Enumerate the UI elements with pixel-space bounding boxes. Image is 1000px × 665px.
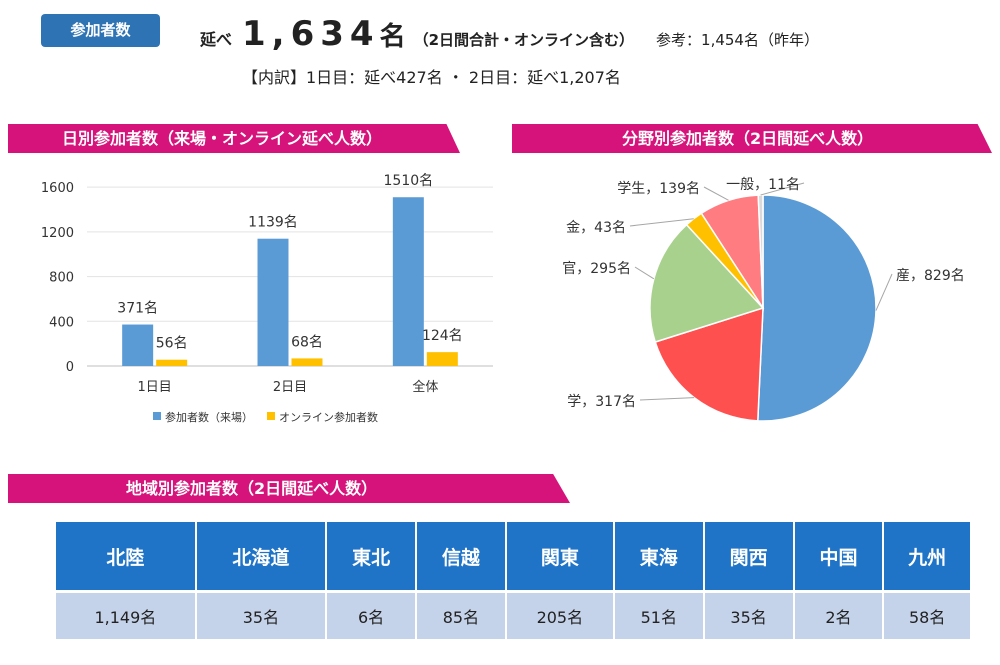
pie-leader-line xyxy=(703,186,729,201)
region-value-row: 1,149名 35名 6名 85名 205名 51名 35名 2名 58名 xyxy=(56,590,970,639)
region-header-row: 北陸 北海道 東北 信越 関東 東海 関西 中国 九州 xyxy=(56,522,970,590)
region-header-cell: 北陸 xyxy=(56,522,197,590)
region-header-cell: 関西 xyxy=(704,522,795,590)
legend-label: オンライン参加者数 xyxy=(279,410,378,424)
y-tick-label: 0 xyxy=(66,360,74,375)
total-value: 1,634 xyxy=(242,14,380,54)
total-unit: 名 xyxy=(379,22,406,52)
region-value-cell: 85名 xyxy=(416,590,507,639)
region-header-cell: 東海 xyxy=(614,522,705,590)
region-value-cell: 2名 xyxy=(794,590,885,639)
bar-value-label: 371名 xyxy=(117,301,158,317)
bar xyxy=(257,238,289,366)
bar-value-label: 1139名 xyxy=(248,215,298,231)
breakdown-text: 【内訳】1日目：延べ427名 ・ 2日目：延べ1,207名 xyxy=(242,68,621,87)
bar-value-label: 68名 xyxy=(291,334,323,350)
pie-label: 学，317名 xyxy=(567,394,636,410)
pie-leader-line xyxy=(639,397,695,401)
region-value-cell: 205名 xyxy=(506,590,615,639)
bar xyxy=(291,358,323,366)
field-section-label: 分野別参加者数（2日間延べ人数） xyxy=(622,129,874,148)
pie-slice xyxy=(654,306,764,422)
bar xyxy=(156,359,188,366)
region-value-cell: 58名 xyxy=(884,590,970,639)
reference-text: 参考：1,454名（昨年） xyxy=(656,31,819,49)
y-tick-label: 800 xyxy=(49,271,74,286)
x-tick-label: 全体 xyxy=(412,379,438,395)
pie-leader-line xyxy=(634,266,655,280)
x-tick-label: 1日目 xyxy=(138,380,172,395)
bar xyxy=(122,324,154,366)
bar-value-label: 124名 xyxy=(422,328,463,344)
field-section-title: 分野別参加者数（2日間延べ人数） xyxy=(512,124,992,153)
region-section-label: 地域別参加者数（2日間延べ人数） xyxy=(126,479,378,498)
pie-leader-line xyxy=(875,273,893,311)
daily-section-title: 日別参加者数（来場・オンライン延べ人数） xyxy=(8,124,460,153)
region-value-cell: 35名 xyxy=(704,590,795,639)
legend-swatch xyxy=(153,412,161,420)
region-table: 北陸 北海道 東北 信越 関東 東海 関西 中国 九州 1,149名 35名 6名 85名 205名 51… xyxy=(56,522,970,639)
pie-leader-line xyxy=(760,182,805,196)
region-section-title: 地域別参加者数（2日間延べ人数） xyxy=(8,474,570,503)
region-header-cell: 関東 xyxy=(506,522,615,590)
legend-label: 参加者数（来場） xyxy=(165,410,253,424)
pie-slice xyxy=(649,223,765,343)
pie-label: 学生，139名 xyxy=(617,181,700,197)
total-header: 延べ 1,634 名 （2日間合計・オンライン含む） 参考：1,454名（昨年） xyxy=(200,14,819,54)
legend-swatch xyxy=(267,412,275,420)
pie-label: 金，43名 xyxy=(566,220,626,236)
region-value-cell: 35名 xyxy=(196,590,328,639)
region-header-cell: 中国 xyxy=(794,522,885,590)
region-header-cell: 九州 xyxy=(884,522,970,590)
region-value-cell: 51名 xyxy=(614,590,705,639)
participants-badge: 参加者数 xyxy=(41,14,160,47)
region-header-cell: 東北 xyxy=(327,522,417,590)
total-prefix: 延べ xyxy=(200,30,233,49)
total-note: （2日間合計・オンライン含む） xyxy=(413,31,635,49)
daily-section-label: 日別参加者数（来場・オンライン延べ人数） xyxy=(62,129,383,148)
region-header-cell: 信越 xyxy=(416,522,507,590)
bar-value-label: 56名 xyxy=(156,336,188,352)
pie-leader-line xyxy=(629,218,694,227)
y-tick-label: 1600 xyxy=(41,181,74,196)
y-tick-label: 1200 xyxy=(41,226,74,241)
pie-label: 産，829名 xyxy=(896,268,965,284)
region-value-cell: 6名 xyxy=(327,590,417,639)
bar xyxy=(392,197,424,366)
bar-value-label: 1510名 xyxy=(384,173,434,189)
x-tick-label: 2日目 xyxy=(273,380,307,395)
region-value-cell: 1,149名 xyxy=(56,590,197,639)
pie-label: 官，295名 xyxy=(562,261,631,277)
bar xyxy=(426,352,458,366)
y-tick-label: 400 xyxy=(49,315,74,330)
pie-slice xyxy=(757,194,877,422)
pie-label: 一般，11名 xyxy=(726,177,800,193)
region-header-cell: 北海道 xyxy=(196,522,328,590)
